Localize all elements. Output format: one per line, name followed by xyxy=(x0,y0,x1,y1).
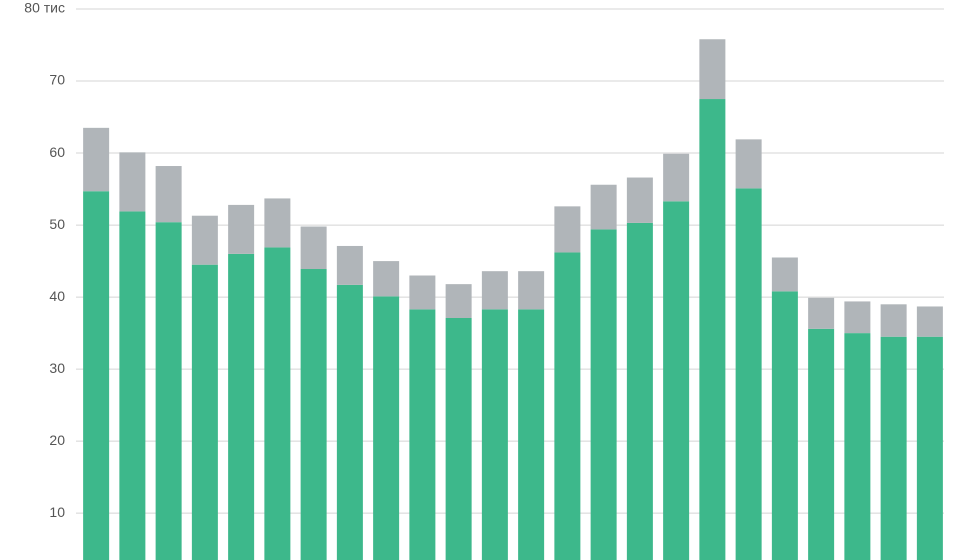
bar-segment xyxy=(191,215,218,265)
bar-segment xyxy=(699,99,726,560)
y-tick-label: 20 xyxy=(49,432,65,448)
y-tick-label: 10 xyxy=(49,504,65,520)
bar-segment xyxy=(590,229,617,560)
y-tick-label: 60 xyxy=(49,144,65,160)
bar-segment xyxy=(518,309,545,560)
bar-segment xyxy=(880,336,907,560)
bar-segment xyxy=(481,271,508,310)
bar-segment xyxy=(373,296,400,560)
bar-segment xyxy=(119,211,146,560)
bar-segment xyxy=(663,153,690,202)
bar-segment xyxy=(844,301,871,334)
bar-segment xyxy=(916,306,943,337)
bar-segment xyxy=(445,284,472,318)
bar-segment xyxy=(155,166,182,223)
bar-segment xyxy=(409,275,436,310)
bar-segment xyxy=(808,297,835,329)
bar-segment xyxy=(880,304,907,337)
bar-segment xyxy=(336,245,363,285)
bar-segment xyxy=(771,257,798,292)
bar-segment xyxy=(83,127,110,192)
bar-segment xyxy=(916,336,943,560)
bar-segment xyxy=(554,206,581,253)
y-tick-label: 80 тис xyxy=(24,0,65,16)
bar-segment xyxy=(409,309,436,560)
y-tick-label: 50 xyxy=(49,216,65,232)
bar-segment xyxy=(663,201,690,560)
bar-segment xyxy=(83,191,110,560)
bar-segment xyxy=(119,152,146,212)
bar-segment xyxy=(808,328,835,560)
y-tick-label: 40 xyxy=(49,288,65,304)
bar-segment xyxy=(771,291,798,560)
bar-segment xyxy=(735,188,762,560)
bar-segment xyxy=(481,309,508,560)
bar-segment xyxy=(554,252,581,560)
bar-segment xyxy=(518,271,545,310)
bar-segment xyxy=(373,261,400,297)
bar-segment xyxy=(445,317,472,560)
bar-segment xyxy=(300,269,327,560)
y-tick-label: 70 xyxy=(49,72,65,88)
bar-segment xyxy=(626,222,653,560)
bar-segment xyxy=(228,253,255,560)
bar-segment xyxy=(590,184,617,230)
bar-segment xyxy=(228,204,255,254)
bar-segment xyxy=(264,198,291,248)
bar-segment xyxy=(191,264,218,560)
y-tick-label: 30 xyxy=(49,360,65,376)
bar-segment xyxy=(155,222,182,560)
bar-segment xyxy=(844,333,871,560)
bar-segment xyxy=(699,39,726,100)
bar-segment xyxy=(300,226,327,270)
bar-segment xyxy=(264,247,291,560)
bar-segment xyxy=(626,177,653,223)
bar-segment xyxy=(735,139,762,189)
bar-segment xyxy=(336,284,363,560)
